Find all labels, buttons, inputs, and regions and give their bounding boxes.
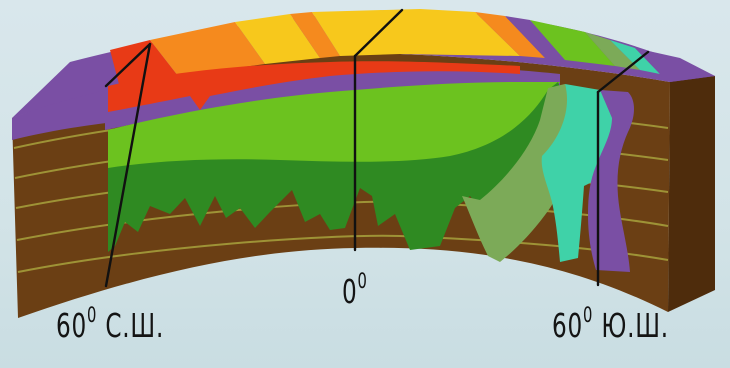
purple-top-stripe-edge — [635, 48, 715, 82]
light-green-layer — [108, 82, 560, 176]
olive-green-layer — [462, 84, 573, 262]
red-layer-thin — [330, 61, 520, 76]
meridian-top-left — [104, 42, 152, 88]
dark-green-layer — [108, 82, 569, 252]
meridian-top-right — [596, 50, 650, 94]
purple-layer-right — [588, 90, 634, 272]
yellow-top-stripe-main — [312, 9, 520, 56]
meridian-top-center — [353, 8, 404, 58]
meridian-lines — [104, 8, 650, 288]
orange-top-stripe-mid — [290, 12, 340, 58]
yellow-top-stripe-left — [235, 14, 320, 64]
label-60-north: 600 С.Ш. — [56, 303, 165, 345]
block-side-face — [668, 76, 715, 312]
red-top-stripe — [110, 40, 178, 88]
teal-top-stripe — [610, 40, 660, 74]
purple-top-stripe-right — [505, 16, 565, 60]
red-layer — [108, 62, 330, 112]
label-60-south: 600 Ю.Ш. — [552, 303, 669, 345]
label-equator: 00 — [342, 269, 368, 311]
orange-top-stripe-right — [475, 12, 545, 58]
top-zone-stripes — [110, 9, 715, 88]
meridian-60N — [104, 42, 152, 288]
teal-layer — [541, 84, 628, 262]
orange-top-stripe — [150, 22, 265, 76]
green-top-stripe — [530, 20, 615, 66]
olive-top-stripe — [585, 32, 640, 70]
